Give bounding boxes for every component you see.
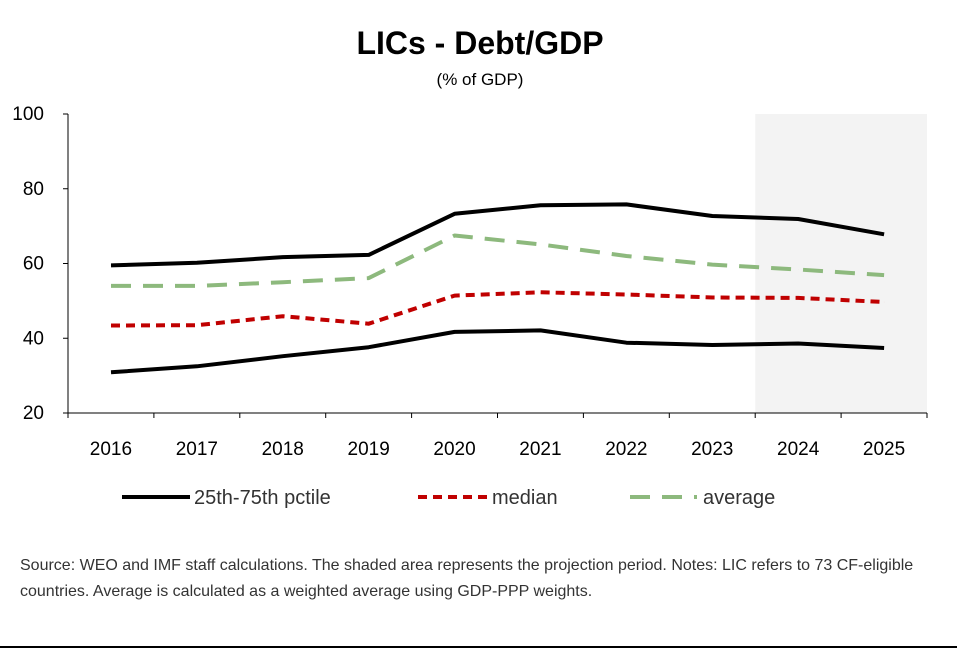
- bottom-divider: [0, 646, 957, 648]
- y-tick-label: 100: [12, 104, 44, 125]
- y-tick-label: 40: [23, 328, 44, 349]
- chart-subtitle: (% of GDP): [437, 70, 524, 89]
- x-tick-label: 2025: [863, 439, 905, 460]
- x-tick-label: 2021: [519, 439, 561, 460]
- projection-shade: [755, 114, 927, 413]
- legend-label: median: [492, 487, 558, 509]
- x-tick-label: 2023: [691, 439, 733, 460]
- y-tick-label: 60: [23, 254, 44, 275]
- x-tick-label: 2022: [605, 439, 647, 460]
- legend: 25th-75th pctile median average: [122, 487, 775, 509]
- source-note: Source: WEO and IMF staff calculations. …: [20, 557, 914, 600]
- y-tick-label: 80: [23, 179, 44, 200]
- legend-label: 25th-75th pctile: [194, 487, 331, 509]
- chart-title: LICs - Debt/GDP: [356, 25, 603, 61]
- x-tick-label: 2017: [176, 439, 218, 460]
- series-line-p25: [110, 328, 885, 375]
- series-line-average: [111, 233, 885, 288]
- x-tick-label: 2019: [348, 439, 390, 460]
- x-tick-label: 2020: [433, 439, 475, 460]
- x-tick-label: 2016: [90, 439, 132, 460]
- series-line-p75: [110, 202, 885, 268]
- x-tick-label: 2018: [262, 439, 304, 460]
- legend-label: average: [703, 487, 775, 509]
- plot-area: 20 40 60 80 100 2016 2017 2018 2019 2020 2021 2022 2…: [12, 104, 928, 460]
- y-tick-label: 20: [23, 403, 44, 424]
- x-tick-label: 2024: [777, 439, 820, 460]
- series-line-median: [110, 290, 885, 328]
